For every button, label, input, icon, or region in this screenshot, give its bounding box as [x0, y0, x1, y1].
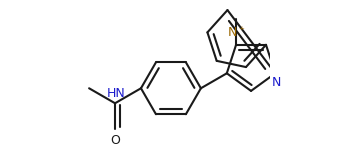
Text: O: O	[110, 134, 120, 147]
Text: HN: HN	[107, 87, 126, 100]
Text: N: N	[272, 76, 281, 89]
Text: ⁺: ⁺	[238, 26, 245, 36]
Text: N: N	[228, 26, 237, 39]
